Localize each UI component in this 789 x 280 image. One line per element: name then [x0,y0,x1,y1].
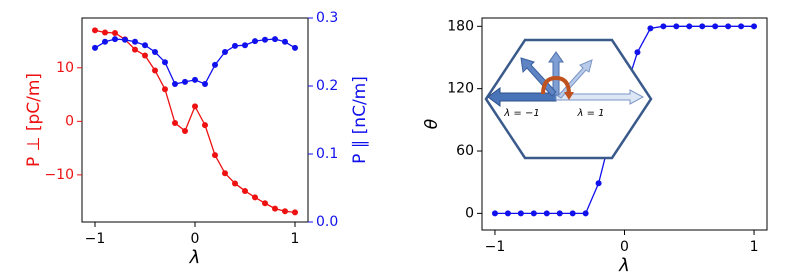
series-line [94,29,296,214]
point [660,23,667,30]
point [517,210,524,217]
point [192,76,198,83]
y2-tick-label: 0.1 [316,146,338,162]
y-tick-label: 120 [447,81,474,97]
point [686,23,693,30]
x-tick-label: 0 [620,239,629,255]
x-tick-label: −1 [485,239,506,255]
point [491,210,498,217]
point [504,210,511,217]
point [569,210,576,217]
point [232,180,238,187]
y-tick-label: 10 [56,60,74,76]
point [192,103,198,110]
point [202,80,208,87]
point [152,67,158,74]
inset-arrow [487,87,557,107]
y2-tick-label: 0.2 [316,78,338,94]
point [112,36,118,43]
point [292,44,298,51]
point [282,38,288,45]
y-tick-label: 0 [65,113,74,129]
x-tick-label: 1 [291,231,300,247]
x-tick-label: 1 [750,239,759,255]
point [102,38,108,45]
point [252,38,258,45]
point [712,23,719,30]
point [182,127,188,134]
point [252,194,258,201]
point [222,49,228,55]
point [112,29,118,36]
point [582,210,589,217]
plot-frame [81,17,309,223]
y2-axis-label: P ∥ [nC/m] [350,76,370,164]
point [272,205,278,212]
point [292,209,298,216]
point [92,44,98,51]
y-axis-label: P ⊥ [pC/m] [24,73,44,167]
y-tick-label: 60 [456,143,474,159]
inset-arrow [548,51,564,96]
point [222,170,228,177]
point [142,42,148,49]
point [262,36,268,43]
inset-label: λ = −1 [503,108,539,119]
inset-rotation [541,75,571,95]
point [102,29,108,36]
point [132,46,138,53]
inset-arrow [555,89,645,105]
point [212,152,218,159]
inset: λ = −1 λ = 1 [484,38,653,160]
point [699,23,706,30]
inset-label: λ = 1 [576,108,604,119]
x-tick-label: −1 [85,231,106,247]
point [162,86,168,93]
point [232,42,238,49]
point [530,210,537,217]
point [142,52,148,59]
point [647,25,654,32]
point [673,23,680,30]
point [272,36,278,43]
point [242,187,248,194]
point [738,23,745,30]
x-axis-label: λ [189,247,201,268]
chart: −1 0 1 0 60 120 180 λ θ [422,17,768,276]
point [282,208,288,215]
point [595,180,602,187]
point [212,61,218,68]
x-tick-label: 0 [191,231,200,247]
y-tick-label: 180 [447,18,474,34]
point [556,210,563,217]
point [725,23,732,30]
point [162,59,168,66]
y2-tick-label: 0.3 [316,10,338,26]
point [122,36,128,43]
point [751,23,758,30]
point [172,80,178,87]
x-axis-label: λ [618,255,630,276]
point [242,42,248,49]
point [152,49,158,55]
point [202,122,208,129]
point [262,200,268,207]
point [634,49,641,56]
inset-rotation-head [564,92,574,100]
point [172,119,178,126]
inset-arrow [520,57,557,97]
y-tick-label: 0 [465,205,474,221]
point [92,27,98,34]
y-tick-label: −10 [44,167,74,183]
point [182,78,188,85]
y2-tick-label: 0.0 [316,214,338,230]
point [132,38,138,45]
y-axis-label: θ [422,118,442,129]
point [543,210,550,217]
